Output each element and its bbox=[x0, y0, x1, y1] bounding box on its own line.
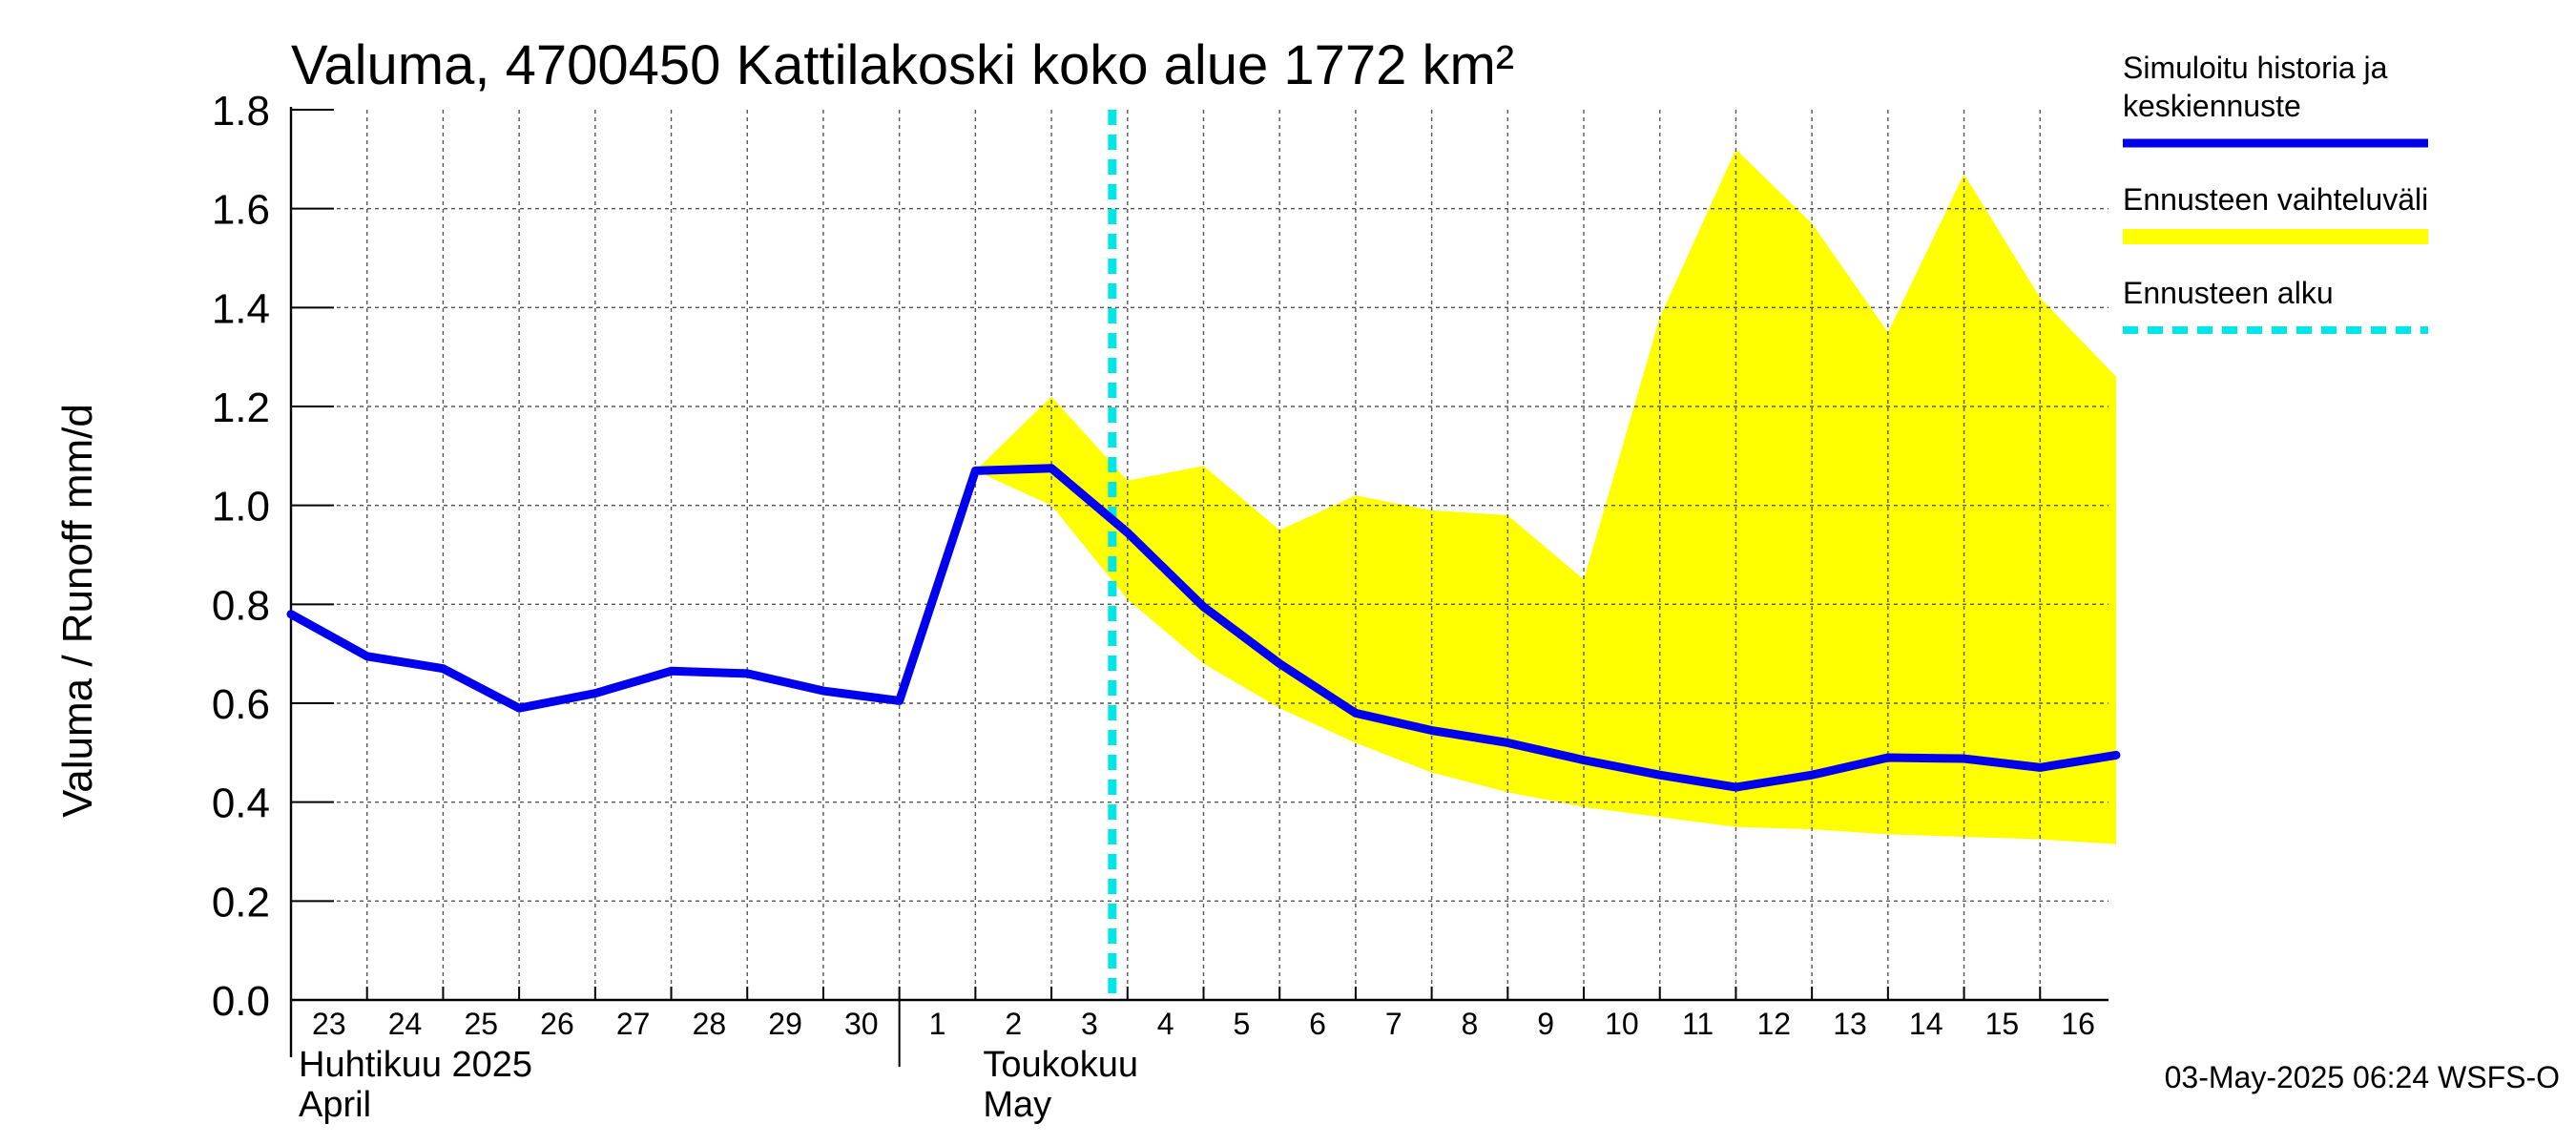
month-label-english: May bbox=[983, 1085, 1051, 1125]
timestamp-footer: 03-May-2025 06:24 WSFS-O bbox=[2165, 1060, 2560, 1094]
y-tick-label: 0.0 bbox=[212, 978, 270, 1025]
x-tick-label: 12 bbox=[1756, 1007, 1791, 1041]
x-tick-label: 24 bbox=[388, 1007, 423, 1041]
x-tick-label: 14 bbox=[1909, 1007, 1943, 1041]
forecast-range-band bbox=[975, 149, 2116, 844]
legend-label: keskiennuste bbox=[2123, 89, 2301, 123]
x-tick-label: 2 bbox=[1005, 1007, 1022, 1041]
y-tick-label: 0.4 bbox=[212, 781, 270, 827]
x-tick-label: 1 bbox=[929, 1007, 946, 1041]
x-tick-label: 9 bbox=[1537, 1007, 1554, 1041]
x-tick-label: 26 bbox=[540, 1007, 574, 1041]
x-tick-label: 3 bbox=[1081, 1007, 1098, 1041]
chart-title: Valuma, 4700450 Kattilakoski koko alue 1… bbox=[291, 34, 1514, 96]
x-tick-label: 7 bbox=[1385, 1007, 1402, 1041]
x-tick-label: 4 bbox=[1157, 1007, 1174, 1041]
x-tick-label: 27 bbox=[616, 1007, 651, 1041]
y-tick-label: 0.8 bbox=[212, 582, 270, 629]
x-tick-label: 11 bbox=[1682, 1007, 1714, 1041]
x-tick-label: 30 bbox=[844, 1007, 879, 1041]
month-label-english: April bbox=[299, 1085, 371, 1125]
legend-label: Ennusteen alku bbox=[2123, 276, 2334, 310]
month-label: Toukokuu bbox=[983, 1045, 1138, 1085]
x-tick-label: 25 bbox=[464, 1007, 498, 1041]
x-tick-label: 8 bbox=[1462, 1007, 1479, 1041]
series-line-simulated bbox=[286, 464, 2121, 792]
x-tick-label: 6 bbox=[1309, 1007, 1326, 1041]
x-tick-label: 28 bbox=[693, 1007, 727, 1041]
month-label: Huhtikuu 2025 bbox=[299, 1045, 532, 1085]
y-tick-label: 1.6 bbox=[212, 187, 270, 234]
y-tick-label: 1.0 bbox=[212, 484, 270, 531]
x-tick-label: 16 bbox=[2061, 1007, 2095, 1041]
y-tick-label: 1.8 bbox=[212, 88, 270, 135]
x-tick-label: 23 bbox=[312, 1007, 346, 1041]
y-tick-label: 0.6 bbox=[212, 681, 270, 728]
x-tick-label: 10 bbox=[1605, 1007, 1639, 1041]
plot-area: 0.00.20.40.60.81.01.21.41.61.823 24 25 26 27… bbox=[212, 88, 2121, 1125]
legend-label: Simuloitu historia ja bbox=[2123, 51, 2388, 85]
y-tick-label: 1.4 bbox=[212, 285, 270, 332]
x-tick-label: 15 bbox=[1985, 1007, 2020, 1041]
y-axis-label: Valuma / Runoff mm/d bbox=[54, 404, 101, 818]
y-tick-label: 1.2 bbox=[212, 385, 270, 431]
x-tick-label: 29 bbox=[768, 1007, 802, 1041]
x-tick-label: 5 bbox=[1233, 1007, 1250, 1041]
y-tick-label: 0.2 bbox=[212, 879, 270, 926]
legend: Simuloitu historia ja keskiennuste Ennuste… bbox=[2123, 51, 2428, 334]
legend-label: Ennusteen vaihteluväli bbox=[2123, 182, 2428, 217]
x-tick-label: 13 bbox=[1833, 1007, 1867, 1041]
